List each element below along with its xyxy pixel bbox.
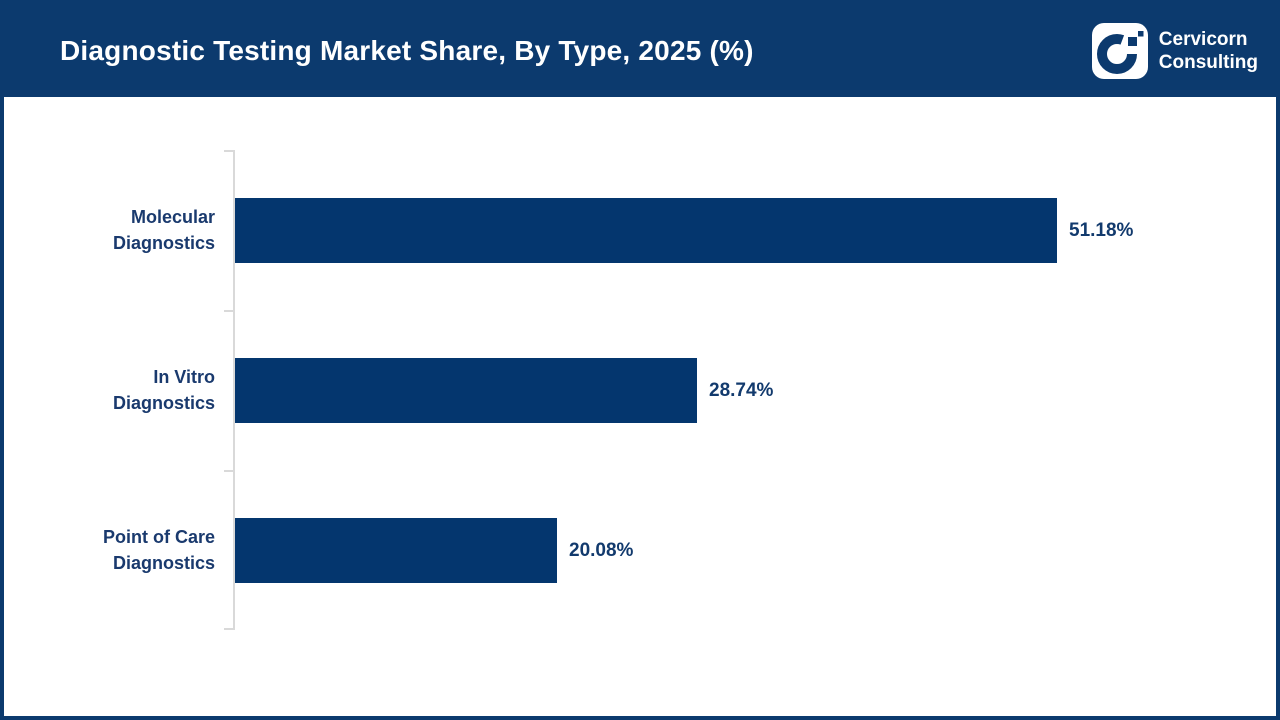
bar-row: In Vitro Diagnostics 28.74% — [4, 310, 1276, 470]
bar-row: Molecular Diagnostics 51.18% — [4, 150, 1276, 310]
header-bar: Diagnostic Testing Market Share, By Type… — [4, 4, 1276, 97]
axis-tick — [224, 470, 233, 472]
bar — [235, 357, 697, 423]
company-name-line1: Cervicorn — [1158, 28, 1248, 50]
axis-tick — [224, 150, 233, 152]
cervicorn-logo-icon — [1091, 22, 1148, 79]
company-logo: Cervicorn Consulting — [1091, 22, 1258, 79]
value-label: 28.74% — [709, 379, 774, 401]
y-axis-line — [233, 150, 235, 630]
axis-tick — [224, 628, 233, 630]
bar — [235, 197, 1057, 263]
axis-tick — [224, 310, 233, 312]
category-label: Molecular Diagnostics — [112, 207, 215, 253]
bar-row: Point of Care Diagnostics 20.08% — [4, 470, 1276, 630]
bar — [235, 517, 557, 583]
bar-chart: Molecular Diagnostics 51.18% In Vitro Diag… — [4, 97, 1276, 716]
category-label: In Vitro Diagnostics — [112, 367, 215, 413]
value-label: 20.08% — [569, 539, 634, 561]
category-label: Point of Care Diagnostics — [102, 527, 215, 573]
company-name: Cervicorn Consulting — [1159, 28, 1258, 74]
page-title: Diagnostic Testing Market Share, By Type… — [60, 34, 754, 66]
company-name-line2: Consulting — [1158, 51, 1258, 73]
value-label: 51.18% — [1069, 219, 1134, 241]
